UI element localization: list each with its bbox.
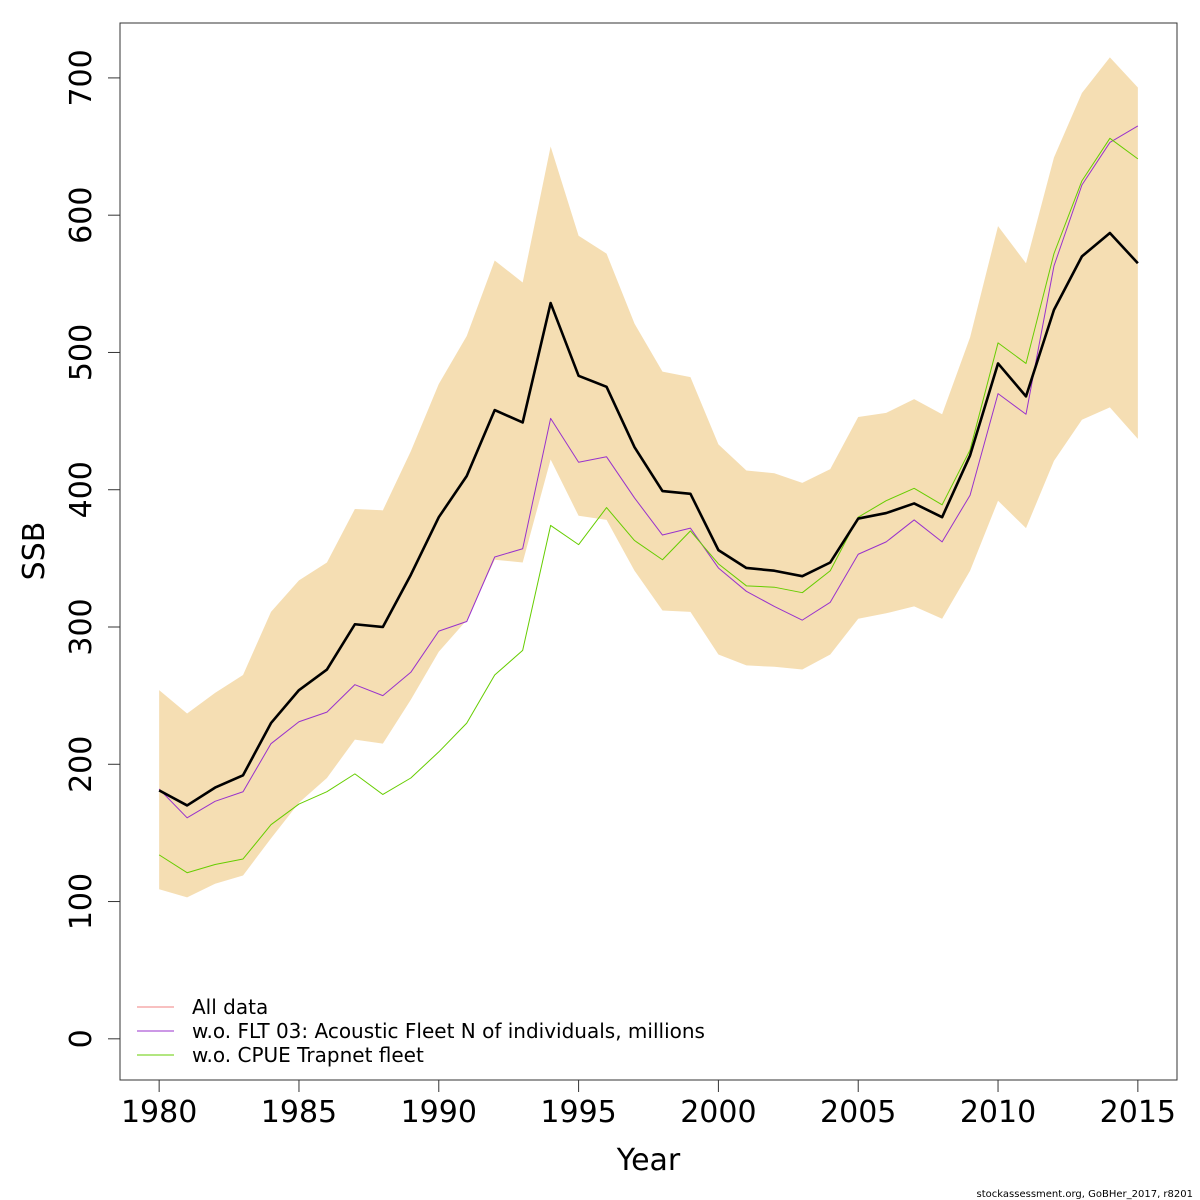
y-axis: 0 100 200 300 400 500 600 700 — [64, 49, 121, 1048]
legend-label: w.o. CPUE Trapnet fleet — [192, 1043, 424, 1067]
series-lines-layer — [158, 125, 1139, 874]
x-axis-title: Year — [616, 1143, 681, 1178]
x-tick-label: 2005 — [820, 1095, 896, 1130]
confidence-band — [159, 57, 1138, 898]
y-tick-label: 200 — [64, 736, 99, 793]
x-tick-label: 1990 — [401, 1095, 477, 1130]
y-axis-title: SSB — [17, 522, 52, 581]
x-tick-label: 2010 — [960, 1095, 1036, 1130]
x-tick-label: 1980 — [121, 1095, 197, 1130]
y-tick-label: 100 — [64, 873, 99, 930]
legend-label: All data — [192, 995, 268, 1019]
x-tick-label: 1985 — [261, 1095, 337, 1130]
series-line-all-data — [158, 231, 1139, 807]
series-line-wo-cpue-trapnet — [158, 137, 1139, 874]
y-tick-label: 400 — [64, 461, 99, 518]
legend-label: w.o. FLT 03: Acoustic Fleet N of individ… — [192, 1019, 705, 1043]
series-line-wo-flt03 — [158, 125, 1139, 819]
y-tick-label: 0 — [64, 1029, 99, 1048]
x-tick-label: 2000 — [680, 1095, 756, 1130]
x-axis: 1980 1985 1990 1995 2000 2005 2010 2015 — [121, 1079, 1176, 1130]
credit-text: stockassessment.org, GoBHer_2017, r8201 — [977, 1189, 1193, 1200]
confidence-band-layer — [159, 57, 1138, 898]
y-tick-label: 500 — [64, 324, 99, 381]
x-tick-label: 1995 — [540, 1095, 616, 1130]
x-tick-label: 2015 — [1100, 1095, 1176, 1130]
y-tick-label: 700 — [64, 49, 99, 106]
y-tick-label: 600 — [64, 187, 99, 244]
y-tick-label: 300 — [64, 598, 99, 655]
